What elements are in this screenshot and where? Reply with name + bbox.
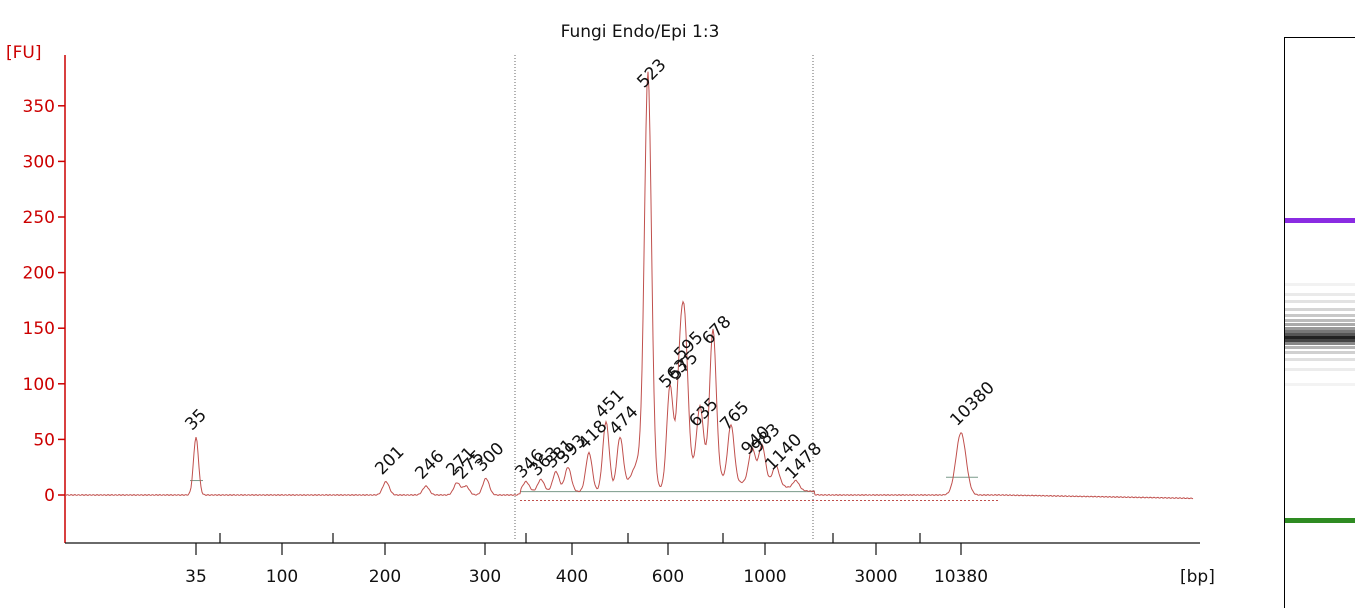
gel-sample-band: [1285, 314, 1355, 317]
y-tick-label: 100: [23, 375, 55, 395]
gel-sample-band: [1285, 358, 1355, 361]
y-tick-label: 0: [44, 486, 55, 506]
x-axis-ticks: 35 100 200 300 400 600 1000 3000 10380: [185, 533, 988, 587]
gel-sample-band: [1285, 333, 1355, 336]
x-tick-label: 35: [185, 567, 207, 587]
gel-sample-band: [1285, 308, 1355, 311]
y-tick-label: 350: [23, 97, 55, 117]
marker-label: 10380: [946, 378, 998, 430]
electropherogram-plot: 0 50 100 150 200 250 300 350 35 100 200 300 400 600 1…: [6, 43, 1215, 587]
y-tick-label: 150: [23, 319, 55, 339]
x-tick-label: 10380: [934, 567, 988, 587]
gel-sample-band: [1285, 300, 1355, 303]
peak-label: 765: [716, 398, 753, 435]
peak-label: 523: [633, 55, 670, 92]
y-tick-label: 50: [33, 430, 55, 450]
gel-sample-band: [1285, 283, 1355, 286]
gel-sample-band: [1285, 368, 1355, 371]
gel-sample-band: [1285, 339, 1355, 342]
gel-sample-band: [1285, 383, 1355, 386]
x-tick-label: 300: [469, 567, 501, 587]
gel-sample-band: [1285, 346, 1355, 349]
gel-sample-band: [1285, 293, 1355, 296]
gel-sample-band: [1285, 336, 1355, 339]
x-tick-label: 1000: [743, 567, 786, 587]
gel-sample-band: [1285, 342, 1355, 345]
x-tick-label: 3000: [854, 567, 897, 587]
axes: [64, 55, 1200, 544]
x-tick-label: 400: [556, 567, 588, 587]
gel-sample-band: [1285, 319, 1355, 322]
trace-line: [64, 71, 1194, 500]
y-axis-ticks: 0 50 100 150 200 250 300 350: [23, 97, 65, 506]
marker-label: 35: [181, 405, 210, 434]
x-tick-label: 200: [369, 567, 401, 587]
gel-lane: [1284, 37, 1355, 608]
x-tick-label: 100: [266, 567, 298, 587]
gel-sample-band: [1285, 351, 1355, 354]
gel-lower-marker-band: [1285, 518, 1355, 523]
y-tick-label: 300: [23, 152, 55, 172]
x-tick-label: 600: [652, 567, 684, 587]
baseline: [190, 476, 1000, 502]
y-tick-label: 250: [23, 208, 55, 228]
peak-label: 201: [371, 442, 408, 479]
chart-title: Fungi Endo/Epi 1:3: [560, 22, 720, 42]
gel-sample-band: [1285, 330, 1355, 333]
gel-sample-band: [1285, 323, 1355, 326]
y-tick-label: 200: [23, 264, 55, 284]
y-axis-label: [FU]: [6, 43, 42, 63]
gel-sample-band: [1285, 327, 1355, 330]
gel-upper-marker-band: [1285, 218, 1355, 223]
x-axis-label: [bp]: [1180, 567, 1215, 587]
